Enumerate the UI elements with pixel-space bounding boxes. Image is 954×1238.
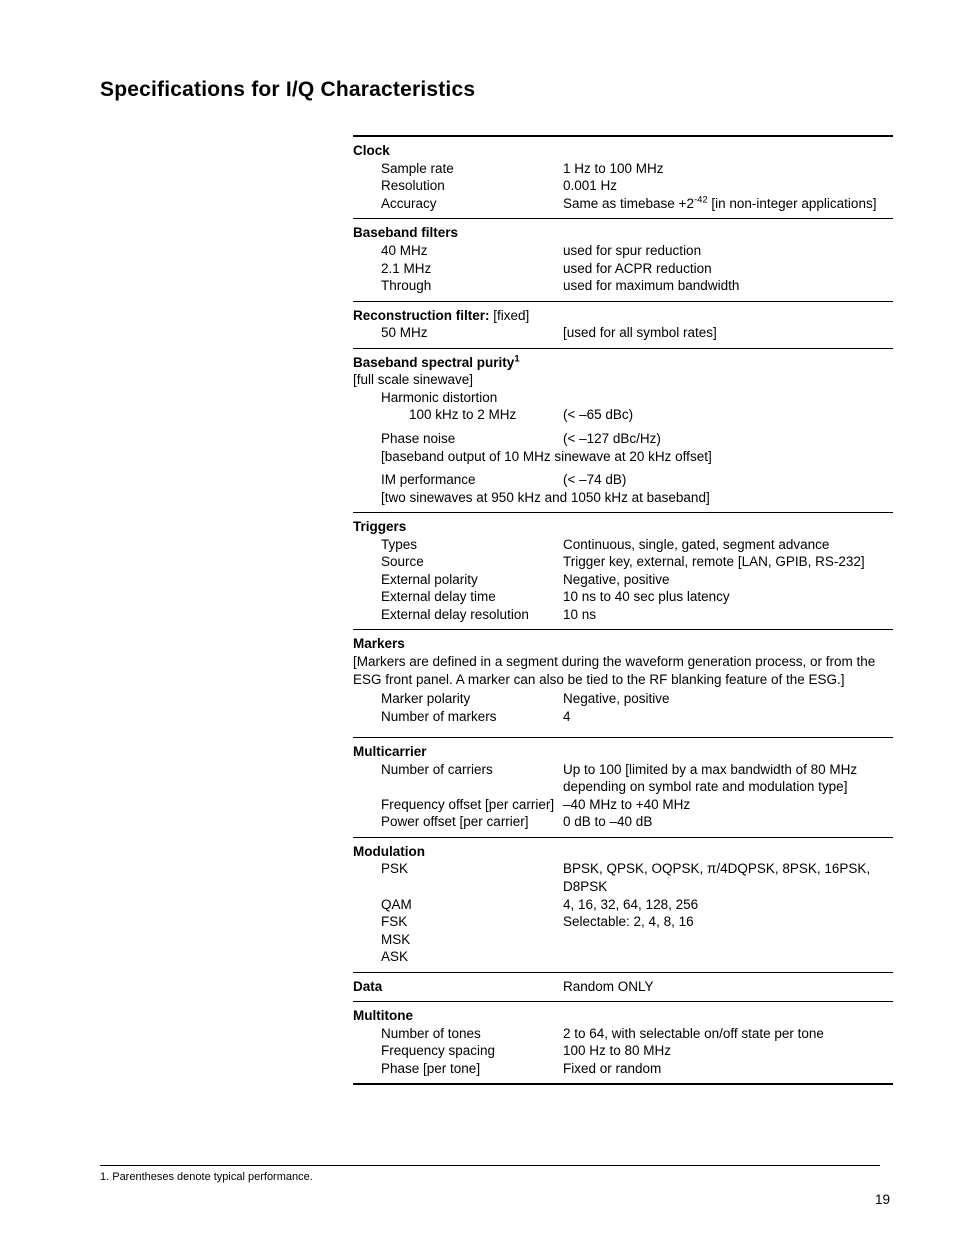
spectral-hd-range-value: (< –65 dBc) [563, 406, 893, 424]
page-title: Specifications for I/Q Characteristics [100, 76, 894, 103]
bf-through-value: used for maximum bandwidth [563, 277, 893, 295]
trig-delay-res-value: 10 ns [563, 606, 893, 624]
trig-polarity-label: External polarity [353, 571, 563, 589]
spectral-im-value: (< –74 dB) [563, 471, 893, 489]
trig-source-value: Trigger key, external, remote [LAN, GPIB… [563, 553, 893, 571]
mod-qam-value: 4, 16, 32, 64, 128, 256 [563, 896, 893, 914]
data-value: Random ONLY [563, 978, 893, 996]
clock-accuracy-label: Accuracy [353, 195, 563, 213]
bf-21-label: 2.1 MHz [353, 260, 563, 278]
page-number: 19 [100, 1185, 894, 1209]
trig-source-label: Source [353, 553, 563, 571]
clock-sample-rate-value: 1 Hz to 100 MHz [563, 160, 893, 178]
multitone-heading: Multitone [353, 1002, 893, 1025]
trig-types-value: Continuous, single, gated, segment advan… [563, 536, 893, 554]
trig-types-label: Types [353, 536, 563, 554]
mc-power-label: Power offset [per carrier] [353, 813, 563, 831]
spectral-phase-value: (< –127 dBc/Hz) [563, 430, 893, 448]
mc-freq-value: –40 MHz to +40 MHz [563, 796, 893, 814]
mc-freq-label: Frequency offset [per carrier] [353, 796, 563, 814]
mod-msk-value [563, 931, 893, 949]
clock-sample-rate-label: Sample rate [353, 160, 563, 178]
mod-msk-label: MSK [353, 931, 563, 949]
data-heading: Data [353, 978, 563, 996]
mt-phase-value: Fixed or random [563, 1060, 893, 1078]
reconstruction-heading: Reconstruction filter: [fixed] [353, 302, 893, 325]
markers-num-value: 4 [563, 708, 893, 726]
bf-21-value: used for ACPR reduction [563, 260, 893, 278]
multicarrier-heading: Multicarrier [353, 738, 893, 761]
trig-delay-label: External delay time [353, 588, 563, 606]
footnote: 1. Parentheses denote typical performanc… [100, 1166, 894, 1184]
mod-qam-label: QAM [353, 896, 563, 914]
baseband-filters-heading: Baseband filters [353, 219, 893, 242]
mc-num-value: Up to 100 [limited by a max bandwidth of… [563, 761, 893, 796]
markers-polarity-label: Marker polarity [353, 690, 563, 708]
clock-accuracy-value: Same as timebase +2-42 [in non-integer a… [563, 195, 893, 213]
mt-freq-value: 100 Hz to 80 MHz [563, 1042, 893, 1060]
markers-num-label: Number of markers [353, 708, 563, 726]
mod-fsk-label: FSK [353, 913, 563, 931]
recon-50-value: [used for all symbol rates] [563, 324, 893, 342]
spectral-phase-note: [baseband output of 10 MHz sinewave at 2… [353, 448, 893, 472]
bf-40-label: 40 MHz [353, 242, 563, 260]
markers-note: [Markers are defined in a segment during… [353, 653, 893, 690]
mod-psk-label: PSK [353, 860, 563, 895]
mod-psk-value: BPSK, QPSK, OQPSK, π/4DQPSK, 8PSK, 16PSK… [563, 860, 893, 895]
recon-50-label: 50 MHz [353, 324, 563, 342]
markers-polarity-value: Negative, positive [563, 690, 893, 708]
triggers-heading: Triggers [353, 513, 893, 536]
mt-tones-value: 2 to 64, with selectable on/off state pe… [563, 1025, 893, 1043]
clock-resolution-value: 0.001 Hz [563, 177, 893, 195]
mod-ask-value [563, 948, 893, 966]
trig-delay-res-label: External delay resolution [353, 606, 563, 624]
modulation-heading: Modulation [353, 838, 893, 861]
mod-ask-label: ASK [353, 948, 563, 966]
mt-freq-label: Frequency spacing [353, 1042, 563, 1060]
spec-table: Clock Sample rate1 Hz to 100 MHz Resolut… [353, 135, 893, 1085]
bf-through-label: Through [353, 277, 563, 295]
bf-40-value: used for spur reduction [563, 242, 893, 260]
trig-polarity-value: Negative, positive [563, 571, 893, 589]
clock-resolution-label: Resolution [353, 177, 563, 195]
markers-heading: Markers [353, 630, 893, 653]
trig-delay-value: 10 ns to 40 sec plus latency [563, 588, 893, 606]
mt-tones-label: Number of tones [353, 1025, 563, 1043]
spectral-subnote: [full scale sinewave] [353, 371, 893, 389]
spectral-phase-label: Phase noise [353, 430, 563, 448]
mod-fsk-value: Selectable: 2, 4, 8, 16 [563, 913, 893, 931]
spectral-im-label: IM performance [353, 471, 563, 489]
spectral-hd-range-label: 100 kHz to 2 MHz [353, 406, 563, 424]
spectral-heading: Baseband spectral purity1 [353, 349, 893, 372]
spectral-hd-label: Harmonic distortion [353, 389, 563, 407]
clock-heading: Clock [353, 137, 893, 160]
mt-phase-label: Phase [per tone] [353, 1060, 563, 1078]
mc-num-label: Number of carriers [353, 761, 563, 796]
mc-power-value: 0 dB to –40 dB [563, 813, 893, 831]
spectral-im-note: [two sinewaves at 950 kHz and 1050 kHz a… [353, 489, 893, 513]
